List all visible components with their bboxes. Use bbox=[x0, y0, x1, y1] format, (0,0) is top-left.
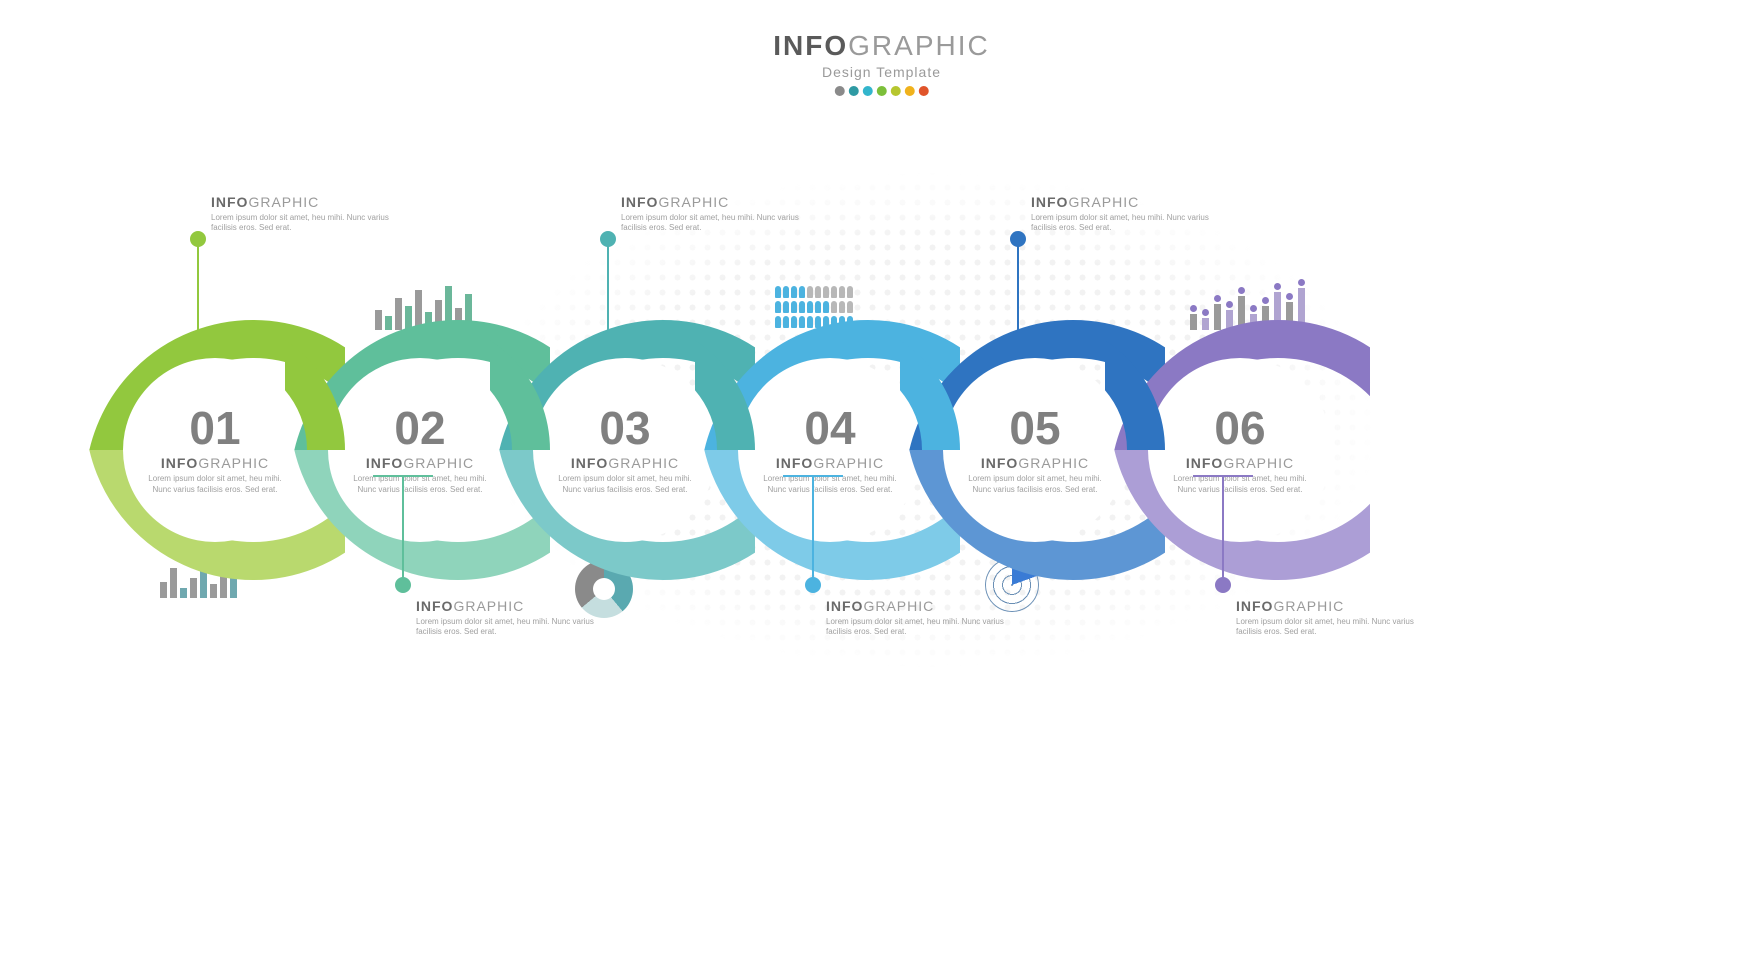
ring-inner: 03 INFOGRAPHIC Lorem ipsum dolor sit amet,… bbox=[533, 358, 717, 542]
step-title: INFOGRAPHIC bbox=[776, 455, 884, 471]
header-dot bbox=[863, 86, 873, 96]
callout-text: INFOGRAPHICLorem ipsum dolor sit amet, h… bbox=[211, 194, 407, 234]
step-body: Lorem ipsum dolor sit amet, heu mihi. Nu… bbox=[756, 474, 904, 495]
callout-text: INFOGRAPHICLorem ipsum dolor sit amet, h… bbox=[826, 598, 1022, 638]
header-dot bbox=[877, 86, 887, 96]
header-title-bold: INFO bbox=[773, 30, 848, 61]
step-number: 03 bbox=[599, 405, 650, 451]
step-title: INFOGRAPHIC bbox=[161, 455, 269, 471]
step-body: Lorem ipsum dolor sit amet, heu mihi. Nu… bbox=[961, 474, 1109, 495]
callout: INFOGRAPHICLorem ipsum dolor sit amet, h… bbox=[812, 590, 1022, 638]
header-dot bbox=[891, 86, 901, 96]
ring-step-06: 06 INFOGRAPHIC Lorem ipsum dolor sit amet,… bbox=[1110, 320, 1370, 580]
step-body: Lorem ipsum dolor sit amet, heu mihi. Nu… bbox=[346, 474, 494, 495]
step-title: INFOGRAPHIC bbox=[1186, 455, 1294, 471]
callout-pin-icon bbox=[812, 475, 814, 585]
callout-pin-icon bbox=[1017, 239, 1019, 349]
header-subtitle: Design Template bbox=[773, 64, 989, 80]
step-number: 02 bbox=[394, 405, 445, 451]
header-title: INFOGRAPHIC bbox=[773, 30, 989, 62]
step-body: Lorem ipsum dolor sit amet, heu mihi. Nu… bbox=[551, 474, 699, 495]
callout: INFOGRAPHICLorem ipsum dolor sit amet, h… bbox=[1222, 590, 1432, 638]
callout: INFOGRAPHICLorem ipsum dolor sit amet, h… bbox=[197, 190, 407, 234]
step-title: INFOGRAPHIC bbox=[366, 455, 474, 471]
step-number: 01 bbox=[189, 405, 240, 451]
ring-inner: 06 INFOGRAPHIC Lorem ipsum dolor sit amet,… bbox=[1148, 358, 1332, 542]
callout-text: INFOGRAPHICLorem ipsum dolor sit amet, h… bbox=[621, 194, 817, 234]
callout-text: INFOGRAPHICLorem ipsum dolor sit amet, h… bbox=[1031, 194, 1227, 234]
step-number: 05 bbox=[1009, 405, 1060, 451]
step-body: Lorem ipsum dolor sit amet, heu mihi. Nu… bbox=[1166, 474, 1314, 495]
header-dot bbox=[835, 86, 845, 96]
header-dot bbox=[905, 86, 915, 96]
callout: INFOGRAPHICLorem ipsum dolor sit amet, h… bbox=[1017, 190, 1227, 234]
ring-inner: 04 INFOGRAPHIC Lorem ipsum dolor sit amet,… bbox=[738, 358, 922, 542]
header-dot bbox=[849, 86, 859, 96]
step-number: 06 bbox=[1214, 405, 1265, 451]
callout-pin-icon bbox=[607, 239, 609, 349]
step-title: INFOGRAPHIC bbox=[981, 455, 1089, 471]
header: INFOGRAPHIC Design Template bbox=[773, 30, 989, 96]
ring-inner: 02 INFOGRAPHIC Lorem ipsum dolor sit amet,… bbox=[328, 358, 512, 542]
header-dot bbox=[919, 86, 929, 96]
callout-text: INFOGRAPHICLorem ipsum dolor sit amet, h… bbox=[416, 598, 612, 638]
header-title-light: GRAPHIC bbox=[848, 30, 990, 61]
callout: INFOGRAPHICLorem ipsum dolor sit amet, h… bbox=[402, 590, 612, 638]
header-dots bbox=[773, 86, 989, 96]
ring-inner: 01 INFOGRAPHIC Lorem ipsum dolor sit amet,… bbox=[123, 358, 307, 542]
step-body: Lorem ipsum dolor sit amet, heu mihi. Nu… bbox=[141, 474, 289, 495]
step-title: INFOGRAPHIC bbox=[571, 455, 679, 471]
callout-pin-icon bbox=[402, 475, 404, 585]
step-number: 04 bbox=[804, 405, 855, 451]
callout-pin-icon bbox=[197, 239, 199, 349]
ring-inner: 05 INFOGRAPHIC Lorem ipsum dolor sit amet,… bbox=[943, 358, 1127, 542]
callout-pin-icon bbox=[1222, 475, 1224, 585]
callout-text: INFOGRAPHICLorem ipsum dolor sit amet, h… bbox=[1236, 598, 1432, 638]
ring-chain: 01INFOGRAPHICLorem ipsum dolor sit amet,… bbox=[85, 320, 143, 580]
callout: INFOGRAPHICLorem ipsum dolor sit amet, h… bbox=[607, 190, 817, 234]
